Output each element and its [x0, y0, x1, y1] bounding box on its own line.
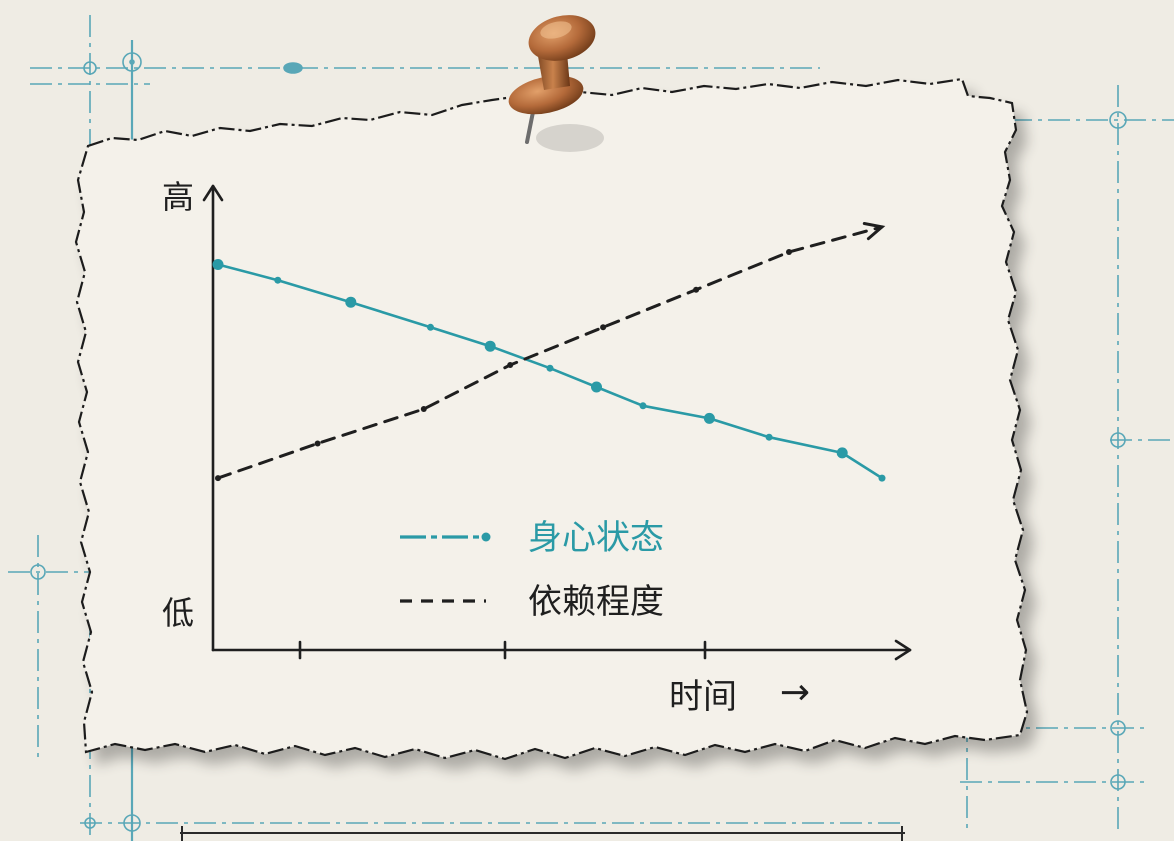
series-1-point-2 — [420, 406, 427, 412]
legend-swatch-marker — [481, 532, 491, 542]
series-1-point-1 — [314, 440, 321, 447]
series-0-point-6 — [591, 381, 602, 393]
series-0-point-8 — [703, 412, 715, 424]
series-line-1 — [216, 225, 884, 480]
legend-label-series-0: 身心状态 — [528, 518, 664, 558]
series-0-point-7 — [639, 402, 647, 410]
series-0-point-11 — [878, 474, 886, 482]
paper-sheet — [74, 77, 1029, 761]
series-0-point-3 — [427, 323, 434, 331]
series-1-arrowhead — [862, 222, 886, 241]
series-1-point-5 — [693, 286, 700, 293]
series-0-point-2 — [345, 296, 357, 308]
series-0-point-4 — [484, 340, 496, 352]
x-axis-arrowhead — [894, 639, 912, 661]
y-axis-low-label: 低 — [162, 594, 194, 632]
series-1-point-0 — [215, 475, 221, 482]
series-1-point-6 — [786, 249, 792, 255]
series-0-point-10 — [836, 447, 848, 459]
pushpin-icon — [508, 15, 604, 152]
x-axis-arrow: → — [780, 672, 810, 713]
plot-area — [212, 222, 886, 482]
x-axis-label: 时间 — [669, 677, 737, 717]
series-0-point-1 — [274, 276, 282, 284]
legend-label-series-1: 依赖程度 — [528, 582, 664, 622]
legend: 身心状态 依赖程度 — [400, 518, 664, 622]
series-0-point-9 — [765, 433, 773, 441]
series-1-point-3 — [507, 362, 514, 368]
y-axis-high-label: 高 — [162, 178, 194, 216]
bottom-ruler — [180, 826, 905, 841]
y-axis-arrowhead — [202, 184, 224, 202]
series-0-point-5 — [546, 364, 554, 372]
series-line-0 — [216, 263, 884, 480]
series-1-point-4 — [600, 324, 607, 331]
series-0-point-0 — [212, 259, 224, 270]
